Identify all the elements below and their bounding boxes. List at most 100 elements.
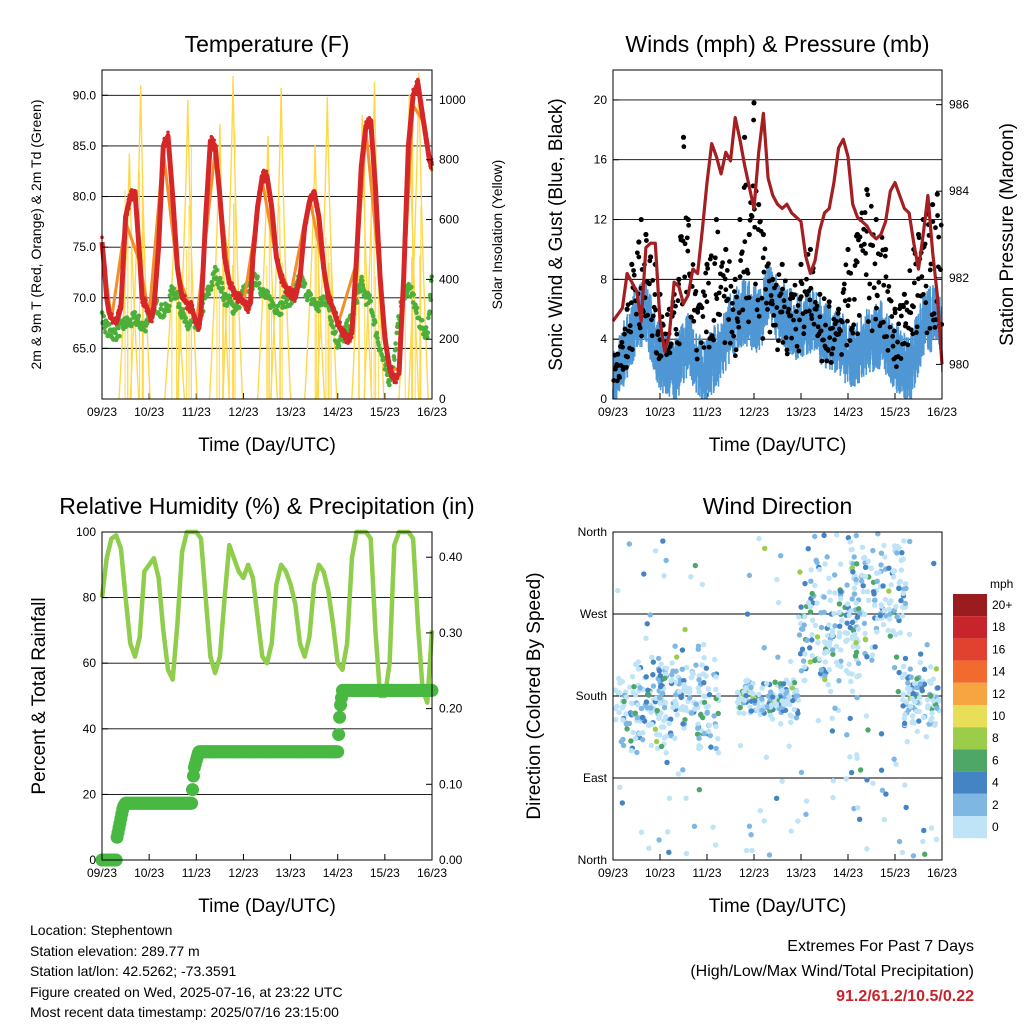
dir-point bbox=[679, 666, 685, 672]
dir-point bbox=[832, 590, 838, 596]
gust-point bbox=[808, 285, 814, 291]
temp-xtick-label: 16/23 bbox=[417, 405, 447, 419]
dir-point bbox=[662, 699, 669, 706]
gust-point bbox=[781, 298, 787, 303]
gust-point bbox=[763, 286, 769, 292]
wind-y2tick-label: 984 bbox=[949, 184, 969, 198]
dir-point bbox=[674, 712, 681, 718]
dir-point bbox=[809, 637, 815, 643]
gust-point bbox=[830, 325, 835, 331]
temp-2m-point bbox=[171, 197, 175, 202]
temp-2m-point bbox=[421, 112, 425, 116]
temp-2m-point bbox=[167, 143, 171, 148]
dir-point bbox=[812, 582, 818, 589]
dir-point bbox=[854, 561, 860, 567]
dir-point bbox=[855, 660, 862, 667]
dir-point bbox=[681, 725, 687, 731]
gust-peak bbox=[873, 216, 879, 223]
wind-ytick-label: 4 bbox=[600, 332, 607, 346]
temp-2m-point bbox=[226, 280, 231, 285]
dir-point bbox=[829, 715, 835, 721]
dir-xtick-label: 11/23 bbox=[692, 866, 721, 880]
dir-point bbox=[696, 677, 702, 683]
gust-point bbox=[888, 298, 894, 304]
dir-point bbox=[864, 777, 870, 783]
temp-2m-point bbox=[103, 288, 108, 293]
dir-point bbox=[837, 561, 844, 567]
dir-point bbox=[833, 643, 840, 650]
dir-point bbox=[748, 708, 755, 714]
dir-point bbox=[655, 655, 662, 662]
dir-point bbox=[661, 724, 667, 730]
temp-2m-point bbox=[192, 312, 196, 316]
gust-point bbox=[812, 299, 818, 305]
dir-point bbox=[805, 545, 811, 552]
dir-point bbox=[859, 544, 866, 551]
figure-created: Figure created on Wed, 2025-07-16, at 23… bbox=[30, 983, 343, 1000]
dir-point bbox=[899, 674, 905, 681]
dir-point bbox=[640, 736, 646, 743]
dir-point bbox=[673, 668, 679, 674]
rainfall-point bbox=[331, 745, 345, 759]
gust-point bbox=[830, 345, 836, 351]
gust-point bbox=[731, 333, 737, 339]
temp-2m-point bbox=[329, 298, 334, 303]
temp-2m-point bbox=[428, 166, 433, 170]
dir-point bbox=[809, 652, 815, 659]
temp-2m-point bbox=[406, 144, 411, 149]
temp-xtick-label: 15/23 bbox=[370, 405, 400, 419]
dewpoint-point bbox=[210, 283, 215, 288]
dir-point bbox=[778, 721, 784, 727]
gust-point bbox=[908, 327, 914, 333]
temp-2m-point bbox=[117, 315, 121, 319]
colorbar-swatch bbox=[953, 638, 987, 661]
dir-point bbox=[844, 601, 851, 607]
temp-2m-point bbox=[175, 265, 180, 270]
temp-2m-point bbox=[356, 228, 360, 233]
gust-point bbox=[693, 289, 699, 294]
wind-ylabel: Sonic Wind & Gust (Blue, Black) bbox=[546, 98, 567, 370]
dir-point bbox=[668, 678, 674, 684]
dewpoint-point bbox=[177, 304, 182, 310]
gust-point bbox=[775, 347, 780, 353]
dir-point bbox=[757, 808, 764, 814]
gust-point bbox=[766, 261, 771, 267]
gust-point bbox=[914, 324, 920, 330]
temp-2m-point bbox=[122, 230, 127, 235]
dir-point bbox=[703, 673, 709, 679]
temp-2m-point bbox=[151, 312, 156, 317]
dir-point bbox=[896, 585, 902, 592]
dir-point bbox=[872, 597, 878, 604]
rh-ylabel: Percent & Total Rainfall bbox=[29, 597, 50, 794]
dir-point bbox=[869, 652, 876, 658]
rh-ytick-label: 20 bbox=[83, 787, 97, 801]
dir-point bbox=[931, 722, 938, 728]
dir-point bbox=[788, 719, 794, 725]
dewpoint-point bbox=[424, 334, 430, 340]
dir-point bbox=[635, 702, 641, 708]
dir-point bbox=[823, 648, 830, 655]
dir-point bbox=[704, 709, 710, 716]
temp-2m-point bbox=[397, 368, 402, 372]
dir-point bbox=[712, 656, 718, 663]
dir-point bbox=[891, 756, 897, 762]
dir-point bbox=[637, 731, 643, 737]
dir-point bbox=[666, 849, 672, 856]
dewpoint-point bbox=[219, 280, 225, 286]
temp-2m-point bbox=[356, 219, 361, 223]
dir-point bbox=[693, 662, 699, 668]
gust-point bbox=[617, 375, 623, 380]
dir-point bbox=[646, 692, 652, 698]
temp-2m-point bbox=[362, 140, 367, 145]
temp-2m-point bbox=[232, 286, 236, 291]
extremes-box: Extremes For Past 7 Days (High/Low/Max W… bbox=[690, 934, 974, 1009]
dir-point bbox=[814, 600, 820, 606]
gust-point bbox=[767, 329, 773, 335]
dir-point bbox=[803, 798, 810, 804]
wind-xtick-label: 13/23 bbox=[786, 405, 816, 419]
dir-point bbox=[855, 644, 861, 650]
dir-point bbox=[623, 711, 629, 717]
gust-point bbox=[622, 331, 627, 337]
gust-peak bbox=[760, 231, 767, 238]
dir-ytick-label: West bbox=[580, 607, 608, 621]
